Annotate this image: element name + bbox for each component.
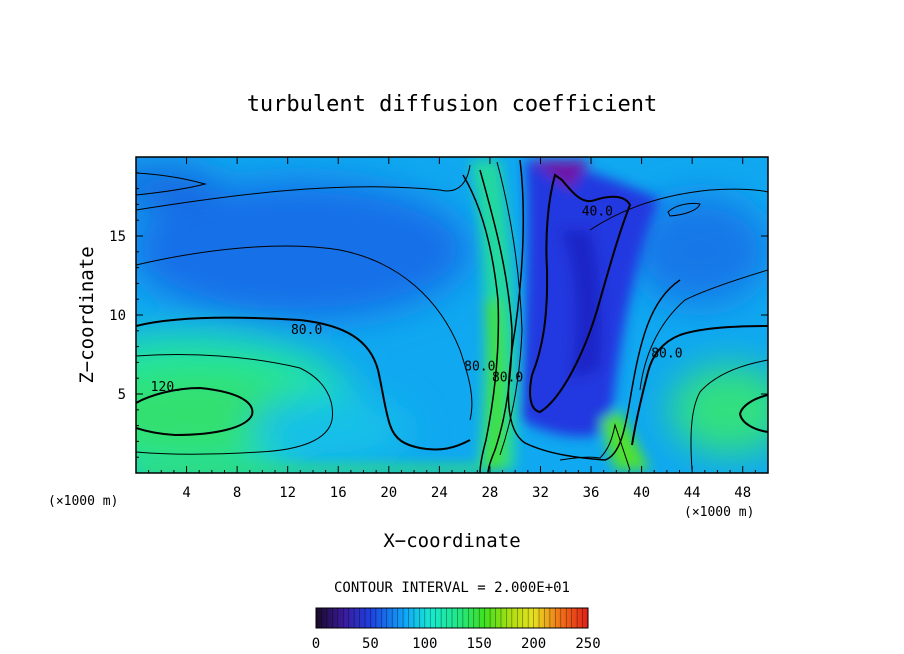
y-axis: 5 10 15 <box>109 172 768 458</box>
x-unit-left: (×1000 m) <box>48 494 118 509</box>
x-tick-label: 48 <box>734 485 751 501</box>
colorbar-frame <box>315 607 589 629</box>
contour-small-loop <box>667 202 701 217</box>
plot-area <box>136 157 768 473</box>
x-tick-label: 8 <box>233 485 241 501</box>
colorbar-stripes <box>321 608 583 628</box>
contour-label: 80.0 <box>651 347 682 362</box>
colorbar-tick-label: 150 <box>467 636 492 652</box>
x-tick-label: 12 <box>279 485 296 501</box>
contour-120-left <box>136 386 254 437</box>
contour-label: 80.0 <box>492 370 523 385</box>
x-unit-right: (×1000 m) <box>684 505 754 520</box>
x-axis: 4 8 12 16 20 24 28 32 36 40 44 48 <box>148 157 756 501</box>
colorbar-tick-label: 0 <box>312 636 320 652</box>
contour-120-right <box>738 394 768 433</box>
contour-100-left <box>136 354 334 455</box>
x-tick-label: 24 <box>431 485 448 501</box>
x-tick-label: 40 <box>633 485 650 501</box>
contour-label: 40.0 <box>582 204 613 219</box>
contour-lines <box>136 159 768 473</box>
x-tick-label: 28 <box>481 485 498 501</box>
colorbar-tick-label: 250 <box>575 636 600 652</box>
colorbar-tick-label: 200 <box>521 636 546 652</box>
y-axis-label: Z−coordinate <box>76 246 98 383</box>
contour-60-right <box>589 188 768 231</box>
y-tick-label: 5 <box>118 387 126 403</box>
contour-40-core <box>529 173 632 414</box>
color-field <box>136 165 768 473</box>
contour-label: 80.0 <box>291 323 322 338</box>
color-field-detail <box>140 160 660 473</box>
contour-100-right <box>690 359 768 471</box>
x-axis-label: X−coordinate <box>383 530 520 552</box>
x-tick-label: 20 <box>380 485 397 501</box>
contour-60-right-inner <box>639 269 768 391</box>
colorbar-tick-label: 100 <box>412 636 437 652</box>
contour-label: 80.0 <box>464 359 495 374</box>
y-tick-label: 10 <box>109 308 126 324</box>
x-tick-label: 32 <box>532 485 549 501</box>
colorbar-tick-label: 50 <box>362 636 379 652</box>
contour-bottom-wiggle <box>559 423 631 471</box>
x-tick-label: 4 <box>182 485 190 501</box>
y-tick-label: 15 <box>109 229 126 245</box>
contour-label: 120. <box>151 380 182 395</box>
contour-60-band <box>136 164 471 211</box>
contour-80-right <box>631 325 768 446</box>
contour-60-upper <box>136 245 473 421</box>
contour-interval: CONTOUR INTERVAL = 2.000E+01 <box>334 580 570 596</box>
contour-80-left <box>136 316 471 451</box>
x-tick-label: 36 <box>583 485 600 501</box>
chart-title: turbulent diffusion coefficient <box>247 92 658 117</box>
contour-label-layer: 120.80.080.080.040.080.0 <box>151 204 683 394</box>
colorbar: 0 50 100 150 200 250 <box>312 607 601 652</box>
x-tick-label: 16 <box>330 485 347 501</box>
colorbar-ticks: 0 50 100 150 200 250 <box>312 636 601 652</box>
contour-40-right <box>507 159 681 461</box>
x-tick-label: 44 <box>684 485 701 501</box>
contour-60-top <box>136 172 207 196</box>
contour-80-center-1 <box>462 174 500 473</box>
